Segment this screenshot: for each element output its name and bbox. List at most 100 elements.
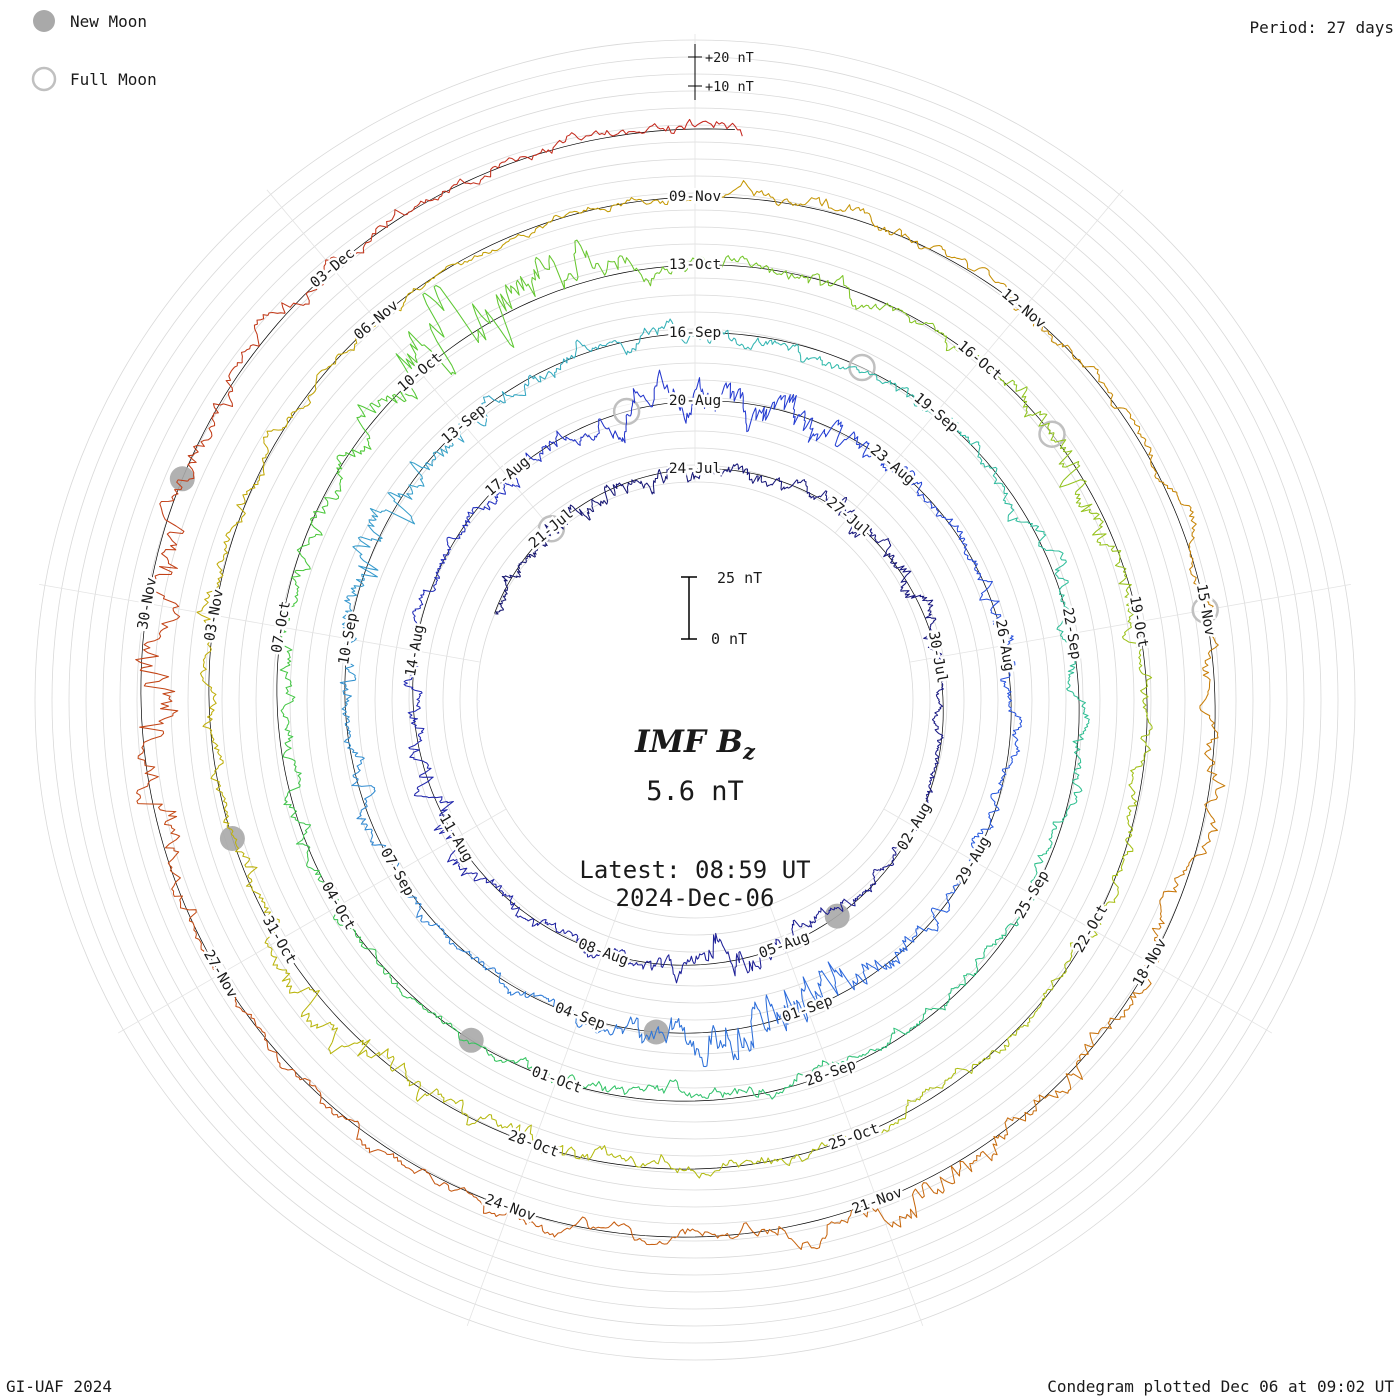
bz-trace-segment	[300, 987, 339, 1043]
bz-trace-segment	[1126, 777, 1138, 831]
bz-trace-segment	[626, 378, 659, 417]
plus10-label: +10 nT	[705, 79, 754, 95]
bz-trace-segment	[1067, 479, 1104, 526]
bz-trace-segment	[993, 476, 1015, 520]
bz-trace-segment	[472, 233, 527, 259]
bz-trace-segment	[432, 423, 467, 457]
bz-trace-segment	[1066, 767, 1083, 812]
bz-trace-segment	[981, 355, 1028, 392]
bz-trace-segment	[351, 757, 376, 800]
bz-trace-segment	[632, 957, 665, 971]
bz-trace-segment	[803, 1132, 855, 1161]
bz-trace-segment	[465, 395, 500, 428]
ring-date-label: 20-Aug	[669, 393, 721, 409]
bz-trace-segment	[694, 1024, 738, 1068]
parameter-title-main: IMF B	[634, 724, 743, 760]
spiral-content: 21-Jul24-Jul27-Jul30-Jul02-Aug05-Aug08-A…	[34, 34, 1356, 1361]
bz-trace-segment	[916, 488, 942, 517]
bz-trace-segment	[935, 412, 970, 442]
bz-trace-segment	[610, 327, 653, 356]
bz-trace-segment	[167, 855, 197, 919]
bz-trace-segment	[394, 982, 433, 1014]
grid-spoke	[769, 904, 924, 1326]
bz-trace-segment	[199, 670, 217, 729]
bz-trace-segment	[1066, 677, 1090, 724]
bz-trace-segment	[377, 353, 418, 404]
latest-time-line1: Latest: 08:59 UT	[579, 856, 810, 884]
bz-trace-segment	[495, 260, 540, 321]
ring-date-label: 25-Oct	[827, 1121, 882, 1154]
bz-trace-segment	[978, 267, 1025, 311]
bz-trace-segment	[445, 934, 479, 960]
bz-trace-segment	[831, 419, 863, 449]
bz-trace-segment	[997, 755, 1013, 792]
bz-trace-segment	[631, 1228, 696, 1246]
bz-trace-segment	[188, 917, 223, 974]
bz-trace-segment	[562, 129, 629, 144]
grid-spoke	[883, 808, 1272, 1034]
bz-trace-segment	[406, 292, 457, 376]
ring-date-label: 09-Nov	[669, 189, 722, 205]
bz-trace-segment	[889, 464, 923, 489]
bz-trace-segment	[429, 284, 515, 348]
bz-trace-segment	[281, 259, 327, 314]
bz-trace-segment	[551, 507, 571, 534]
parameter-title: IMF Bz	[634, 724, 756, 764]
bz-trace-segment	[1003, 681, 1022, 720]
bz-trace-segment	[1118, 571, 1134, 624]
bz-trace-segment	[723, 947, 759, 977]
bz-trace-segment	[498, 374, 535, 404]
bz-trace-segment	[262, 407, 304, 454]
bz-trace-segment	[736, 999, 771, 1061]
bz-trace-segment	[992, 1106, 1037, 1156]
bz-trace-segment	[347, 555, 379, 597]
bz-trace-segment	[283, 770, 302, 820]
bz-trace-segment	[412, 587, 437, 617]
full-moon-marker	[1038, 420, 1066, 448]
bz-trace-segment	[643, 468, 669, 495]
bz-trace-segment	[341, 595, 357, 641]
bz-trace-segment	[505, 986, 546, 998]
bz-trace-segment	[655, 1017, 696, 1056]
ring-date-label: 03-Nov	[202, 588, 227, 643]
bz-trace-segment	[645, 257, 696, 287]
bz-trace-segment	[941, 516, 966, 545]
bz-trace-segment	[376, 286, 424, 322]
bz-trace-segment	[396, 871, 422, 905]
bz-trace-segment	[343, 1117, 395, 1159]
ring-date-label: 19-Sep	[911, 390, 961, 436]
bz-trace-segment	[569, 1216, 633, 1236]
bz-trace-segment	[334, 448, 362, 493]
bz-trace-segment	[804, 481, 828, 501]
bz-trace-segment	[437, 1090, 485, 1126]
bz-trace-segment	[240, 311, 286, 363]
bz-trace-segment	[187, 422, 216, 482]
bz-trace-segment	[937, 330, 984, 360]
bz-trace-segment	[533, 357, 571, 383]
ring-date-label: 21-Nov	[850, 1185, 905, 1218]
ring-date-label: 30-Nov	[135, 576, 160, 631]
grid-spoke	[466, 904, 621, 1326]
bz-trace-segment	[546, 922, 578, 937]
bz-trace-segment	[970, 827, 992, 861]
bz-trace-segment	[592, 255, 647, 283]
bz-trace-segment	[294, 819, 312, 868]
bz-trace-segment	[636, 192, 696, 206]
ring-date-label: 12-Nov	[998, 286, 1049, 332]
latest-value: 5.6 nT	[646, 776, 744, 807]
bz-trace-segment	[423, 257, 474, 288]
bz-trace-segment	[663, 954, 695, 984]
new-moon-marker	[458, 1027, 484, 1053]
bz-trace-segment	[1077, 1016, 1122, 1062]
ring-date-label: 07-Oct	[269, 600, 294, 654]
bz-trace-segment	[968, 440, 998, 478]
bz-trace-segment	[362, 946, 395, 985]
bz-trace-segment	[833, 895, 860, 912]
bz-trace-segment	[159, 479, 188, 546]
bz-trace-segment	[280, 676, 296, 724]
bz-trace-segment	[1202, 608, 1219, 671]
bz-trace-segment	[931, 713, 944, 744]
bz-trace-segment	[1045, 811, 1068, 852]
bz-trace-segment	[813, 196, 872, 218]
bz-trace-segment	[794, 273, 846, 287]
